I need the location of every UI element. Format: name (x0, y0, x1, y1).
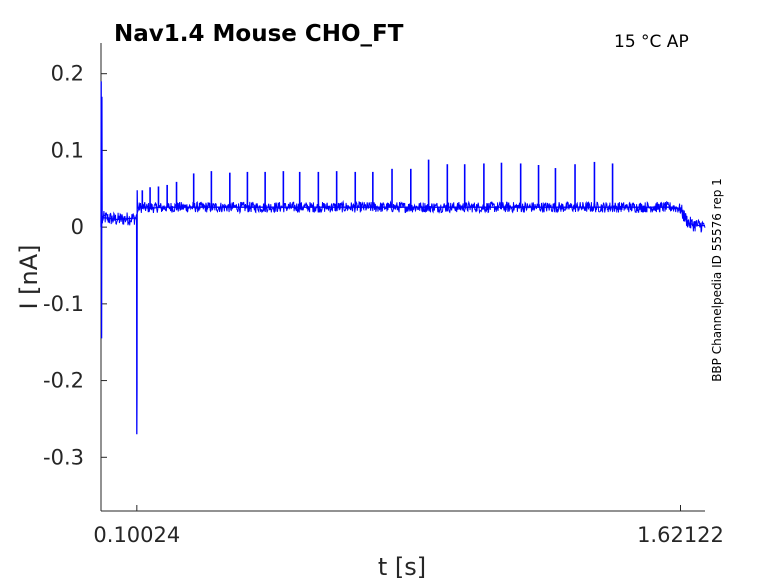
spike-group (141, 159, 614, 208)
current-trace (100, 81, 705, 435)
y-tick-label: 0 (71, 215, 84, 239)
x-tick-label: 0.10024 (93, 523, 180, 547)
chart-title: Nav1.4 Mouse CHO_FT (114, 21, 404, 47)
temperature-label: 15 °C AP (614, 32, 689, 52)
x-ticks: 0.10024 1.62122 (93, 505, 724, 547)
y-axis-label: I [nA] (15, 244, 43, 309)
plot-area (100, 81, 706, 435)
current-trace-noise (102, 199, 706, 233)
y-tick-label: 0.1 (51, 138, 84, 162)
y-tick-label: 0.2 (51, 62, 84, 86)
x-axis-label: t [s] (378, 553, 426, 581)
channelpedia-id-label: BBP Channelpedia ID 55576 rep 1 (710, 178, 724, 382)
y-tick-label: -0.2 (43, 369, 84, 393)
y-tick-label: -0.1 (43, 292, 84, 316)
y-ticks: 0.2 0.1 0 -0.1 -0.2 -0.3 (43, 62, 107, 469)
x-tick-label: 1.62122 (637, 523, 724, 547)
y-tick-label: -0.3 (43, 445, 84, 469)
